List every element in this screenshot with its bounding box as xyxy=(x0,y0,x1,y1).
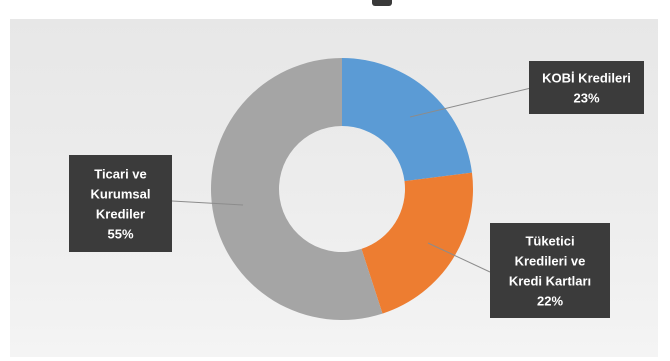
data-label-value: 22% xyxy=(537,294,563,309)
data-label-category: Krediler xyxy=(96,207,145,222)
leader-line-1 xyxy=(409,87,532,118)
callout-2: Tüketici Kredileri ve Kredi Kartları 22% xyxy=(490,223,610,318)
leader-line-2 xyxy=(427,242,491,273)
donut-slice-2 xyxy=(361,172,473,314)
callout-box-1 xyxy=(529,61,644,114)
data-label-value: 55% xyxy=(107,227,133,242)
data-label-category: Ticari ve xyxy=(94,167,147,182)
donut-slices xyxy=(210,58,473,321)
callout-box-2 xyxy=(490,223,610,318)
data-label-category: Kredi Kartları xyxy=(509,274,591,289)
leader-lines xyxy=(171,87,532,273)
data-label-category: Kurumsal xyxy=(91,187,151,202)
donut-slice-1 xyxy=(342,58,472,182)
data-label-value: 23% xyxy=(573,91,599,106)
data-label-category: KOBİ Kredileri xyxy=(542,71,631,86)
title-fragment xyxy=(372,0,392,6)
data-label-category: Kredileri ve xyxy=(515,254,586,269)
callout-box-3 xyxy=(69,155,172,252)
callout-1: KOBİ Kredileri 23% xyxy=(529,61,644,114)
leader-line-3 xyxy=(171,200,244,206)
donut-slice-3 xyxy=(210,58,383,321)
data-label-category: Tüketici xyxy=(525,234,574,249)
callout-3: Ticari ve Kurumsal Krediler 55% xyxy=(69,155,172,252)
data-label-callouts: KOBİ Kredileri 23% Tüketici Kredileri ve Kre… xyxy=(69,61,644,318)
